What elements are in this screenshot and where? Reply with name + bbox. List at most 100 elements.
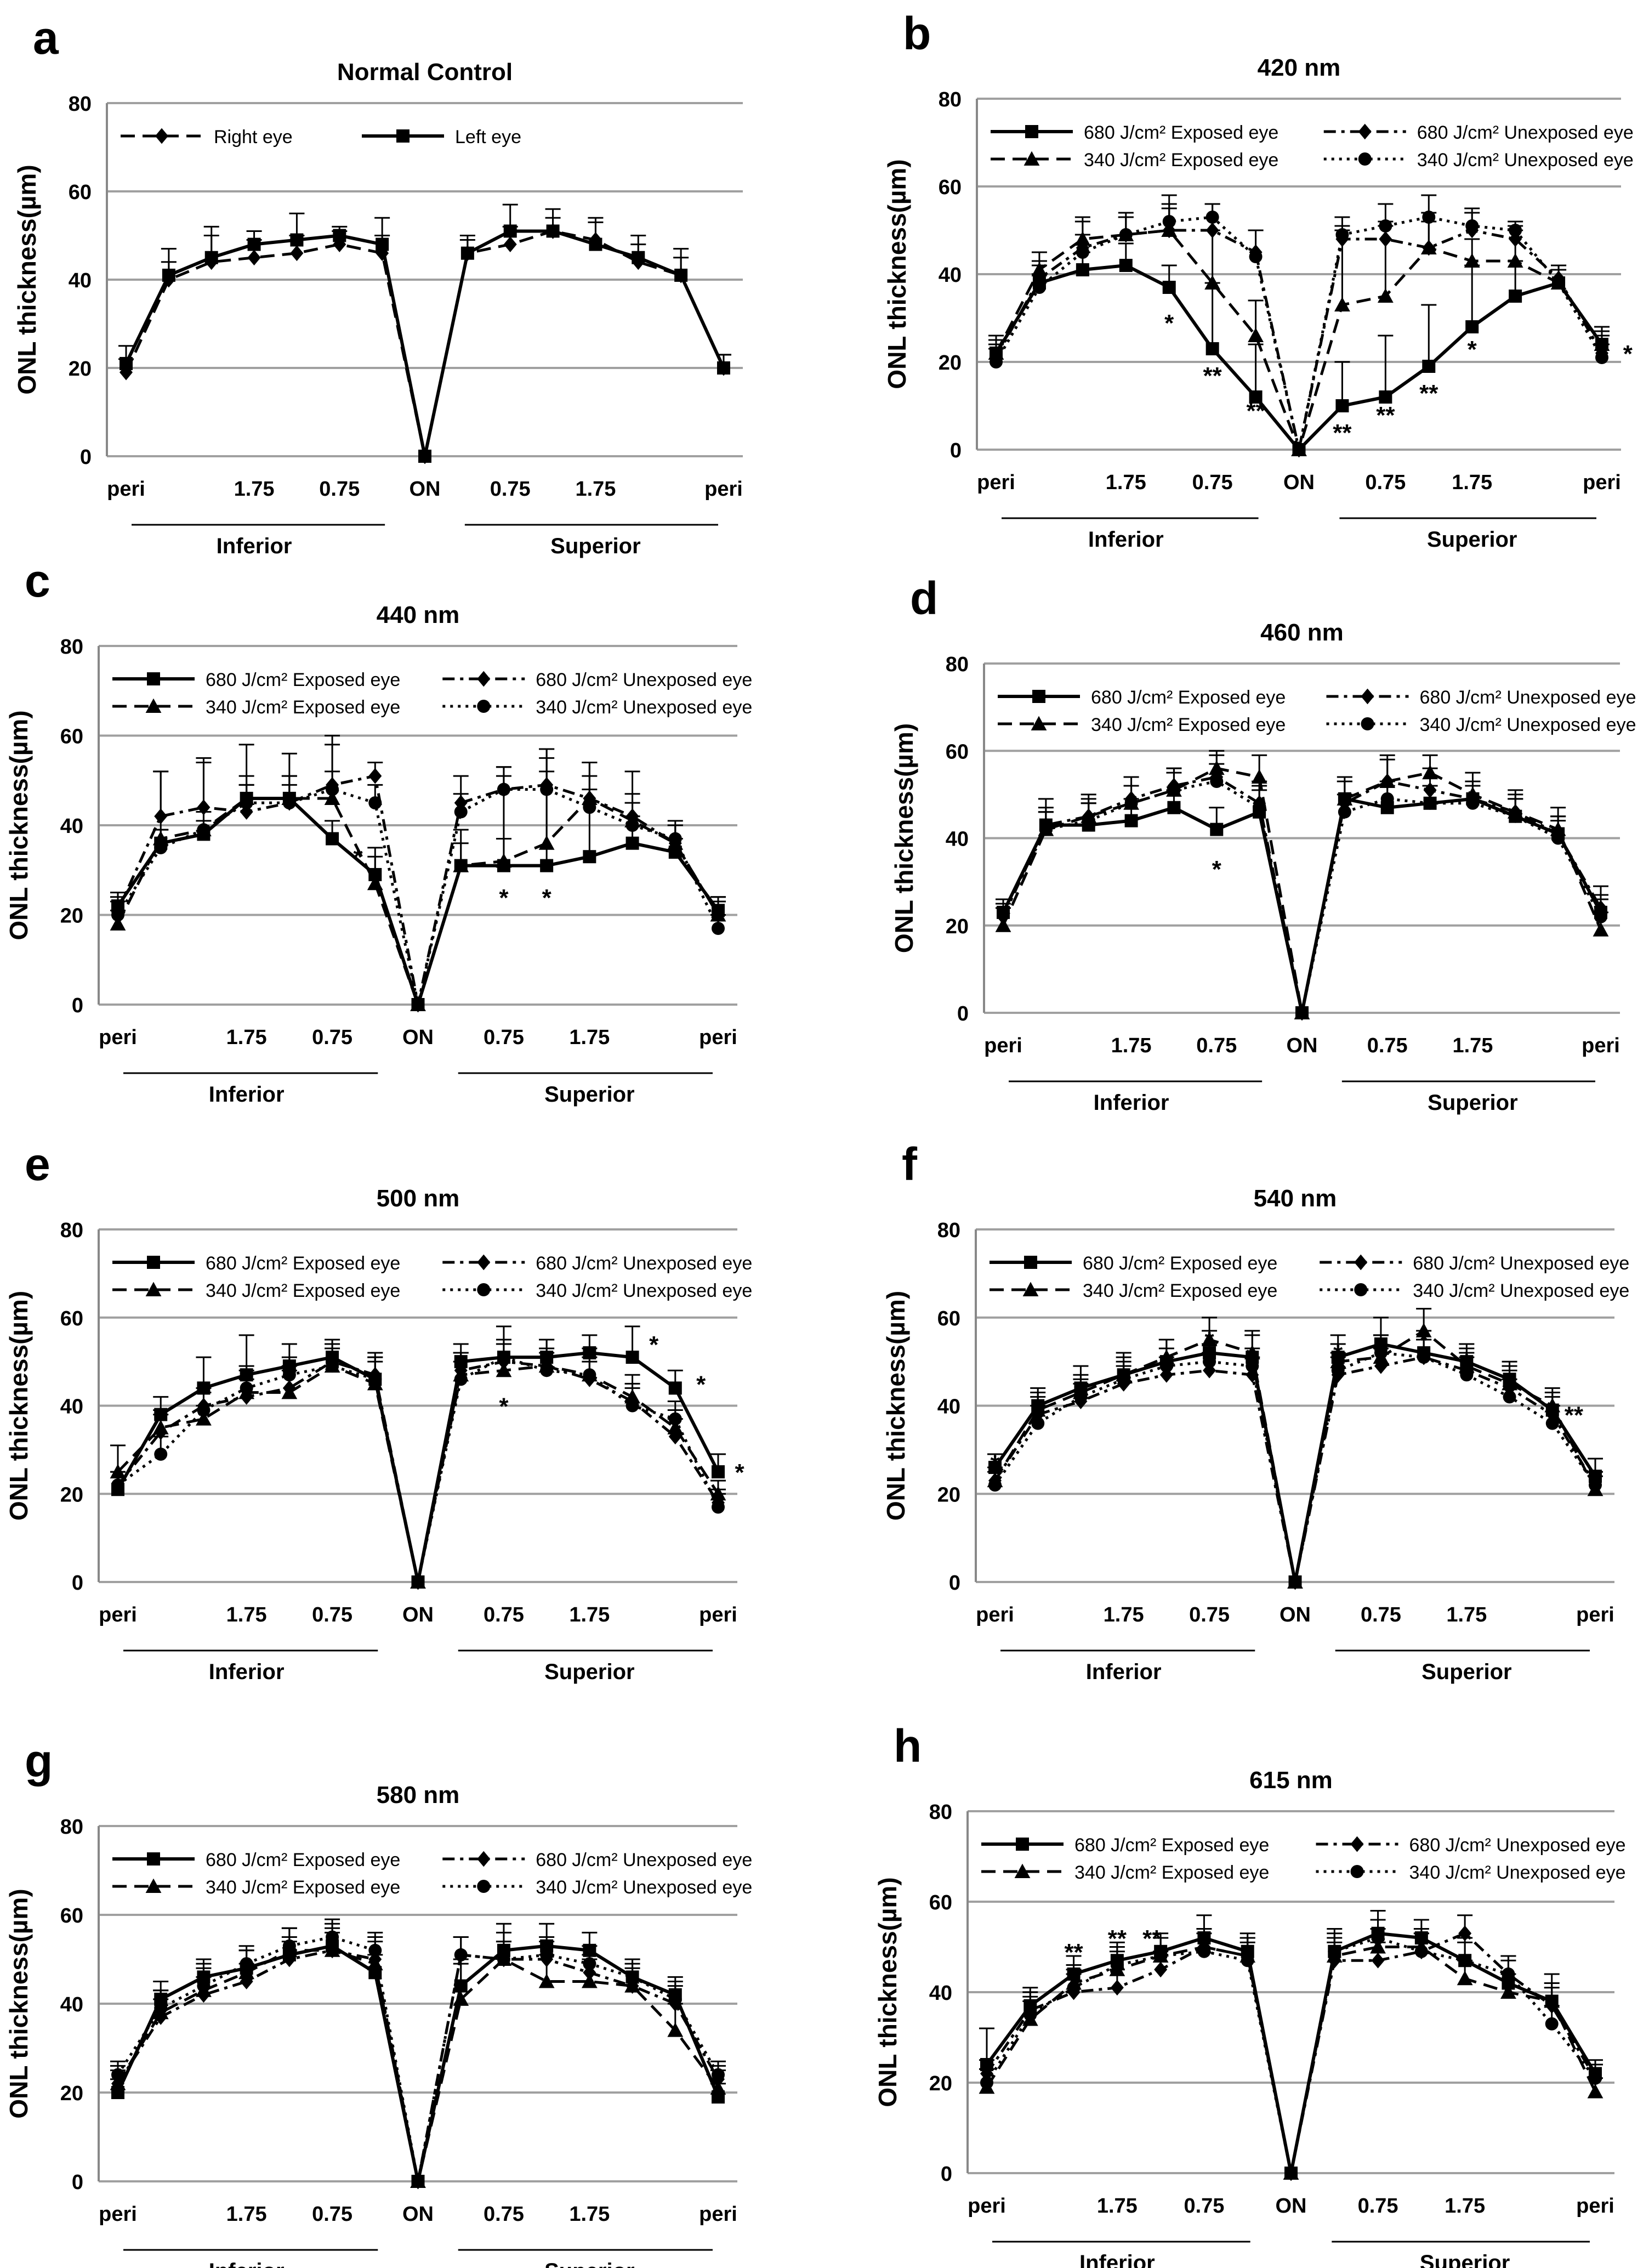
data-point: [282, 1951, 296, 1968]
data-point: [111, 2076, 124, 2092]
y-tick-label: 60: [939, 176, 962, 199]
data-point: [1465, 320, 1479, 333]
x-tick-label: 1.75: [1097, 2195, 1138, 2218]
data-point: [154, 1447, 168, 1461]
data-point: [453, 858, 469, 872]
legend-marker: [145, 1282, 162, 1296]
data-point: [990, 355, 1003, 368]
x-tick-label: ON: [402, 2203, 434, 2226]
region-label-superior: Superior: [544, 1660, 634, 1684]
region-label-inferior: Inferior: [1079, 2251, 1155, 2268]
y-tick-label: 80: [946, 653, 969, 676]
data-point: [110, 1464, 126, 1479]
data-point: [668, 1428, 682, 1445]
data-point: [1154, 1961, 1168, 1978]
panel-title: 615 nm: [1249, 1767, 1333, 1794]
data-point: [240, 1389, 253, 1405]
region-label-inferior: Inferior: [1086, 1660, 1162, 1684]
data-point: [1422, 240, 1436, 256]
legend-label: 340 J/cm² Unexposed eye: [1413, 1280, 1629, 1301]
significance-marker: *: [1623, 341, 1633, 367]
panel-g: g 580 nm 0 20 40 60 80 ONL thickness(µm) peri 1.7…: [4, 1735, 752, 2268]
y-tick-label: 0: [950, 439, 962, 462]
data-point: [1119, 259, 1133, 272]
panel-title: 420 nm: [1258, 54, 1341, 81]
x-tick-label: 0.75: [1367, 1034, 1408, 1057]
data-point: [368, 768, 382, 784]
data-point: [1023, 2008, 1037, 2022]
data-point: [1197, 1944, 1211, 1958]
data-point: [1162, 222, 1176, 239]
data-point: [583, 1957, 596, 1971]
data-point: [290, 233, 304, 247]
legend-marker: [1031, 716, 1047, 730]
data-point: [1210, 774, 1224, 788]
region-label-inferior: Inferior: [217, 534, 292, 558]
legend-label: 680 J/cm² Exposed eye: [1084, 122, 1278, 143]
data-point: [1032, 281, 1046, 294]
data-point: [1458, 1954, 1472, 1968]
x-tick-label: ON: [1283, 471, 1315, 494]
data-point: [632, 251, 645, 264]
panel-title: 580 nm: [377, 1782, 460, 1808]
data-point: [453, 1991, 469, 2006]
significance-marker: *: [735, 1459, 745, 1486]
data-point: [497, 1351, 510, 1364]
y-tick-label: 0: [957, 1002, 969, 1025]
data-point: [1335, 228, 1349, 241]
data-point: [1167, 801, 1181, 814]
data-point: [668, 1381, 682, 1395]
data-point: [1082, 814, 1095, 827]
y-tick-label: 40: [69, 269, 92, 292]
data-point: [1415, 1323, 1432, 1337]
x-tick-label: 0.75: [1196, 1034, 1237, 1057]
x-tick-label: 1.75: [1111, 1034, 1152, 1057]
data-point: [197, 823, 211, 837]
legend-label: 340 J/cm² Unexposed eye: [536, 1280, 752, 1301]
legend-label: 680 J/cm² Exposed eye: [206, 1253, 400, 1274]
data-point: [546, 224, 560, 238]
data-point: [110, 916, 126, 931]
legend-label: Left eye: [455, 127, 521, 148]
data-point: [411, 998, 425, 1011]
x-tick-label: 0.75: [1189, 1603, 1230, 1626]
y-tick-label: 20: [946, 915, 969, 938]
data-point: [368, 796, 382, 810]
data-point: [1379, 219, 1392, 233]
panel-letter: d: [910, 572, 938, 624]
data-point: [1248, 327, 1264, 342]
region-label-inferior: Inferior: [1088, 528, 1164, 552]
x-tick-label: peri: [976, 1603, 1014, 1626]
y-tick-label: 20: [60, 905, 83, 928]
significance-marker: *: [499, 1393, 509, 1420]
significance-marker: *: [649, 1331, 659, 1358]
legend-marker: [477, 671, 491, 687]
data-point: [1552, 276, 1566, 290]
data-point: [1162, 215, 1176, 228]
legend-marker: [1350, 1865, 1364, 1878]
x-tick-label: ON: [410, 478, 441, 501]
data-point: [583, 801, 596, 814]
significance-marker: **: [1246, 398, 1265, 424]
data-point: [589, 237, 602, 251]
region-label-superior: Superior: [544, 2259, 634, 2268]
legend-marker: [1358, 152, 1372, 166]
legend-marker: [1014, 1863, 1031, 1878]
x-tick-label: peri: [968, 2195, 1006, 2218]
data-point: [152, 831, 169, 846]
y-tick-label: 60: [60, 1307, 83, 1330]
data-point: [1124, 796, 1138, 810]
data-point: [540, 1948, 554, 1961]
data-point: [1374, 1346, 1388, 1360]
series-line: [124, 229, 725, 457]
legend-label: 340 J/cm² Unexposed eye: [536, 697, 752, 718]
data-point: [1201, 1331, 1218, 1346]
panel-letter: b: [903, 8, 931, 59]
significance-marker: **: [1203, 362, 1222, 389]
data-point: [1374, 1358, 1388, 1374]
data-point: [326, 1942, 339, 1959]
series-line: [1002, 767, 1602, 1013]
data-point: [1031, 1416, 1045, 1430]
x-tick-label: peri: [984, 1034, 1022, 1057]
significance-marker: *: [499, 884, 509, 911]
